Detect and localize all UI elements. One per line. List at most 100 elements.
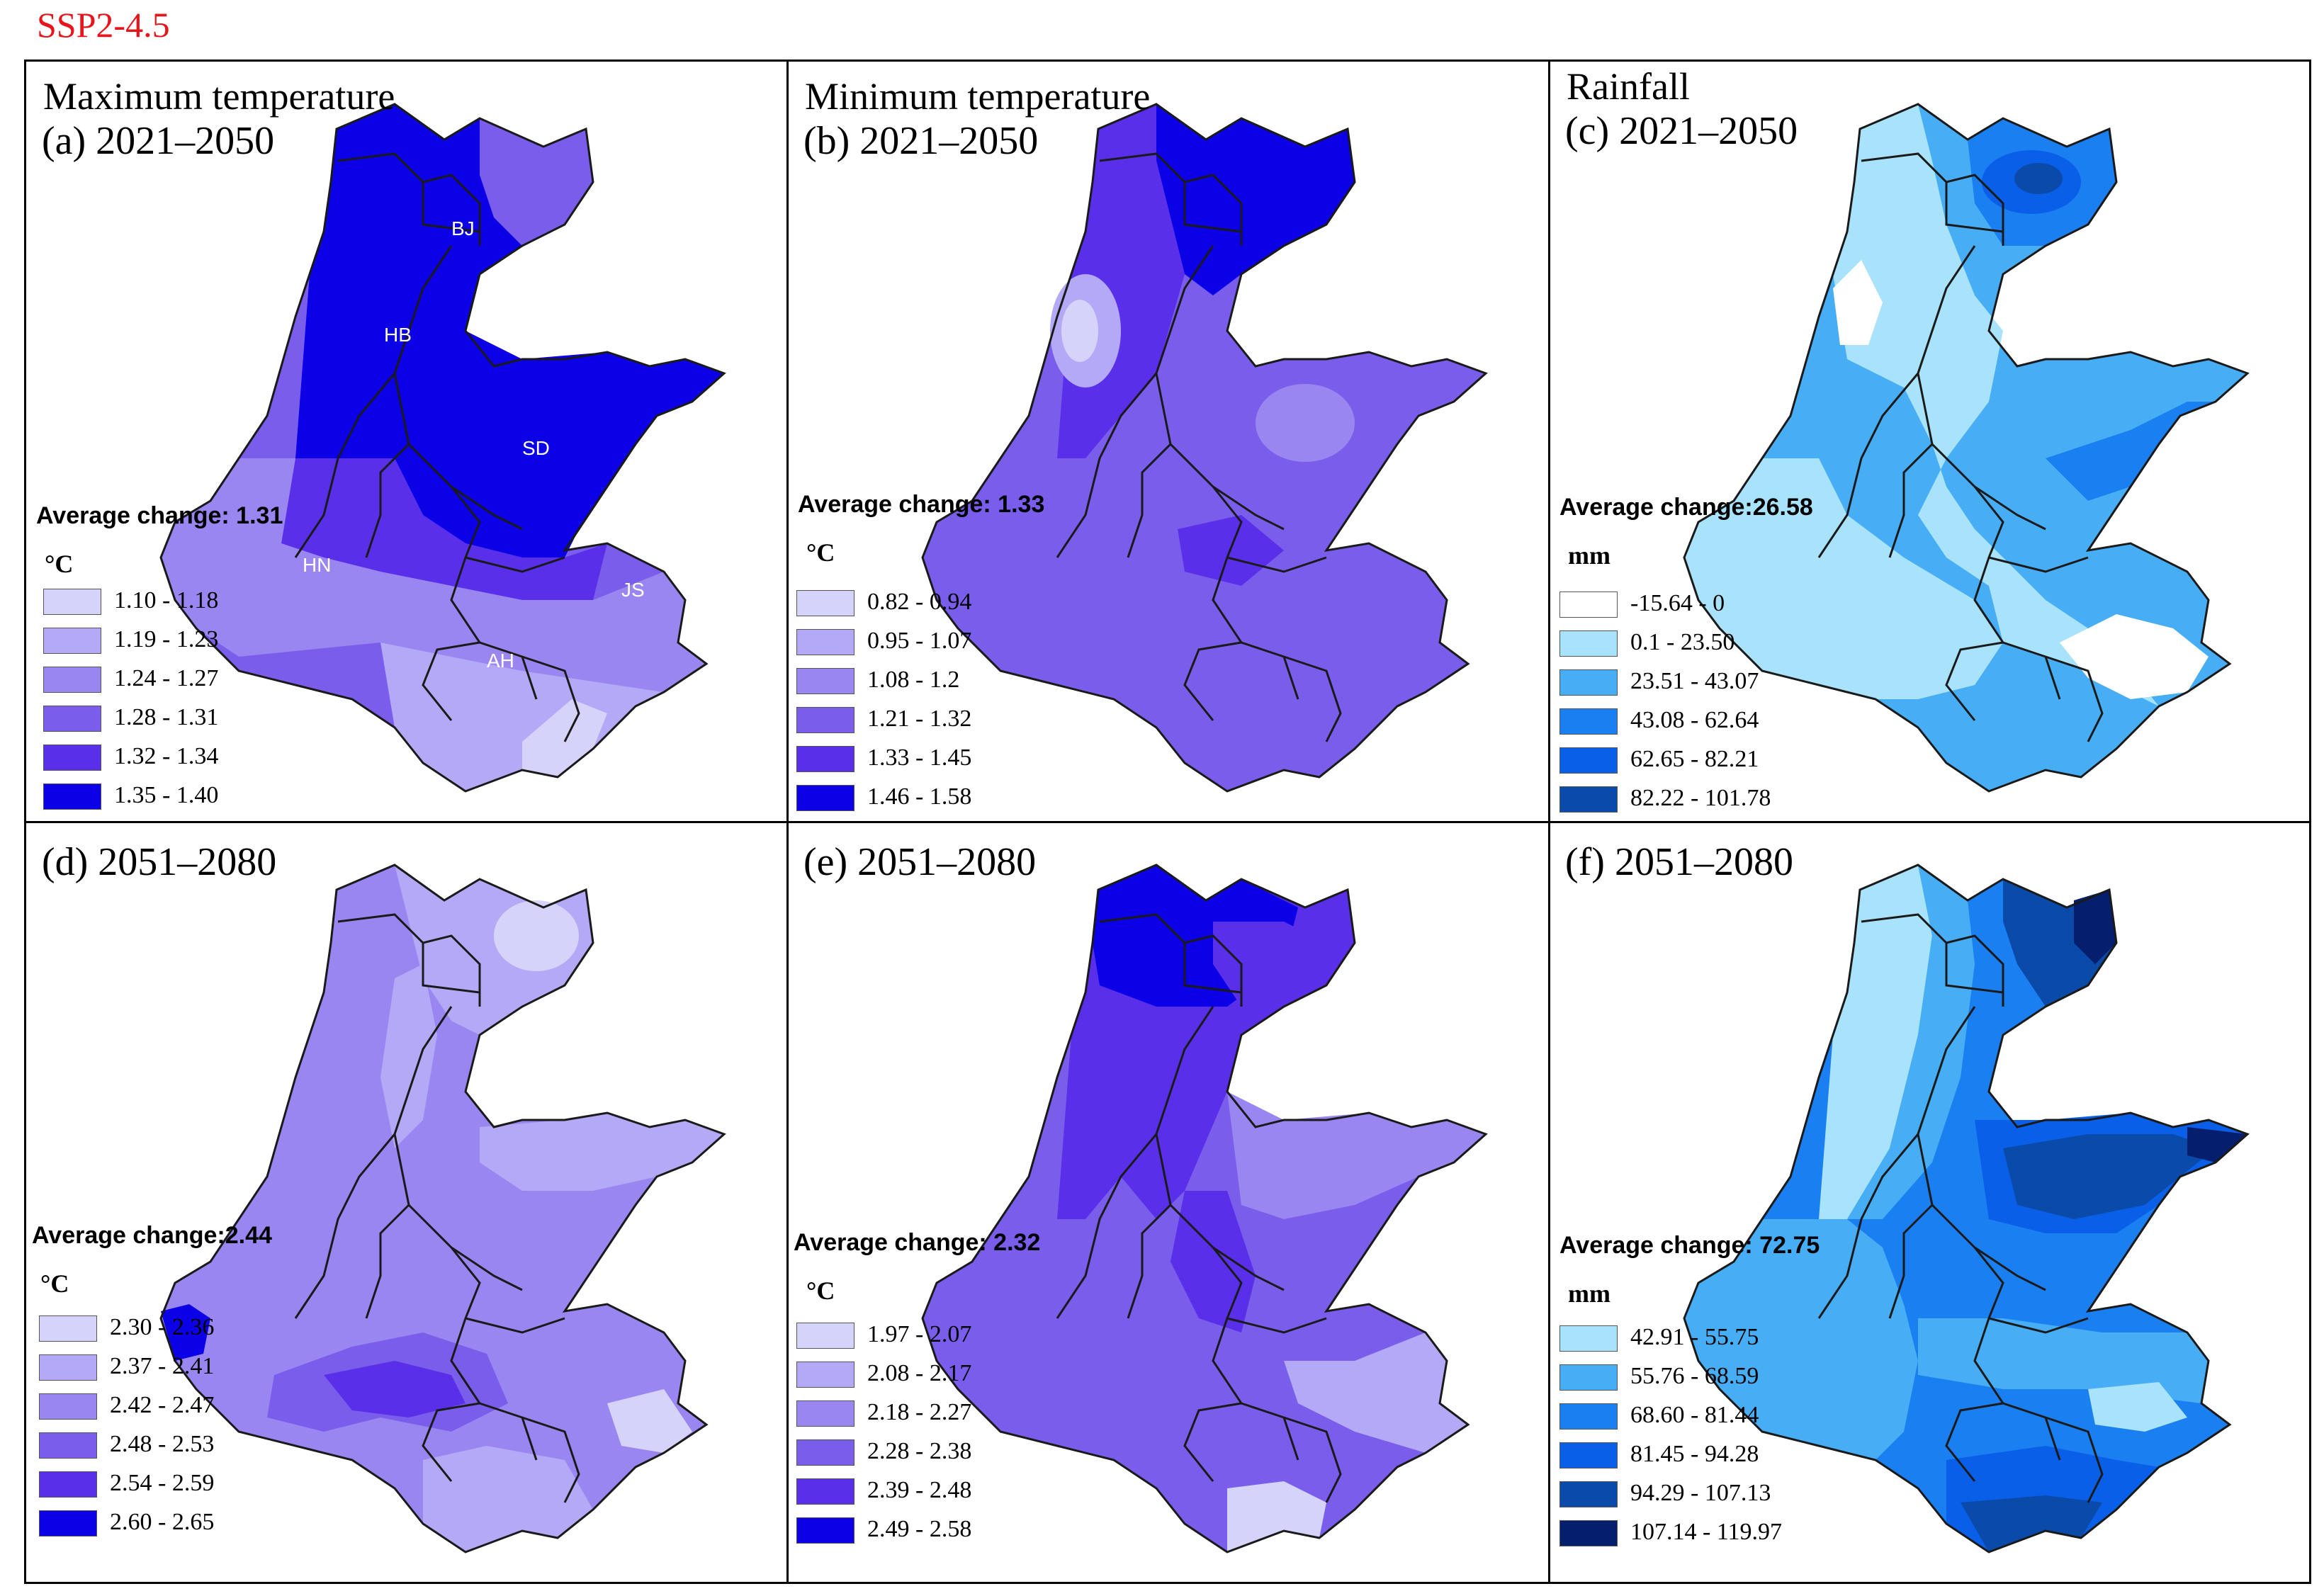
panel-e-unit: °C	[806, 1277, 835, 1305]
legend-swatch	[39, 1354, 97, 1381]
panel-e-period: (e) 2051–2080	[803, 840, 1037, 884]
legend-label: 2.30 - 2.36	[110, 1314, 215, 1340]
legend-swatch	[796, 746, 854, 772]
map-b	[921, 103, 1487, 793]
legend-label: 68.60 - 81.44	[1630, 1402, 1759, 1428]
panel-c-average: Average change:26.58	[1559, 494, 1813, 521]
legend-label: 2.49 - 2.58	[867, 1516, 972, 1542]
legend-swatch	[39, 1432, 97, 1459]
legend-swatch	[1559, 708, 1618, 735]
panel-c: Rainfall (c) 2021–2050 Average change:26…	[1550, 62, 2311, 822]
legend-label: 82.22 - 101.78	[1630, 785, 1771, 811]
legend-swatch	[43, 783, 101, 810]
legend-swatch	[1559, 592, 1618, 618]
legend-swatch	[796, 1478, 854, 1505]
panel-b-average: Average change: 1.33	[798, 491, 1045, 518]
legend-swatch	[796, 707, 854, 733]
map-a: BJ TJ HB SD HN JS AH	[159, 103, 726, 793]
legend-swatch	[796, 1323, 854, 1349]
legend-swatch	[43, 706, 101, 732]
legend-label: 1.19 - 1.23	[114, 626, 219, 652]
legend-label: -15.64 - 0	[1630, 590, 1725, 616]
legend-label: 2.28 - 2.38	[867, 1438, 972, 1464]
label-hn: HN	[303, 554, 331, 576]
legend-swatch	[43, 745, 101, 771]
legend-swatch	[796, 1517, 854, 1544]
legend-swatch	[43, 628, 101, 654]
panel-f-period: (f) 2051–2080	[1565, 840, 1793, 884]
legend-label: 2.48 - 2.53	[110, 1431, 215, 1457]
legend-swatch	[1559, 1403, 1618, 1430]
panel-a-unit: °C	[45, 550, 74, 578]
panel-d-period: (d) 2051–2080	[42, 840, 277, 884]
legend-swatch	[1559, 1481, 1618, 1507]
panel-b-variable: Minimum temperature	[805, 75, 1151, 118]
label-ah: AH	[487, 650, 514, 672]
legend-swatch	[1559, 747, 1618, 774]
map-d	[159, 864, 726, 1553]
legend-label: 1.21 - 1.32	[867, 706, 972, 732]
panel-c-unit: mm	[1568, 541, 1611, 570]
legend-label: 62.65 - 82.21	[1630, 746, 1759, 772]
legend-swatch	[1559, 1325, 1618, 1352]
legend-swatch	[796, 629, 854, 655]
legend-label: 1.35 - 1.40	[114, 782, 219, 808]
panel-d-average: Average change:2.44	[32, 1222, 272, 1249]
legend-label: 1.28 - 1.31	[114, 704, 219, 730]
legend-label: 81.45 - 94.28	[1630, 1441, 1759, 1467]
legend-swatch	[39, 1510, 97, 1536]
figure-grid: BJ TJ HB SD HN JS AH Maximum temperature…	[24, 60, 2311, 1584]
grid-divider-row	[26, 821, 2309, 823]
legend-label: 42.91 - 55.75	[1630, 1324, 1759, 1350]
legend-swatch	[796, 668, 854, 694]
legend-label: 0.82 - 0.94	[867, 589, 972, 615]
panel-d: (d) 2051–2080 Average change:2.44 °C 2.3…	[26, 822, 788, 1583]
legend-swatch	[1559, 1364, 1618, 1391]
panel-f: (f) 2051–2080 Average change: 72.75 mm 4…	[1550, 822, 2311, 1583]
scenario-label: SSP2-4.5	[37, 5, 170, 45]
legend-swatch	[1559, 1520, 1618, 1546]
label-hb: HB	[384, 324, 412, 346]
legend-label: 1.46 - 1.58	[867, 783, 972, 810]
label-sd: SD	[522, 437, 550, 459]
legend-swatch	[1559, 669, 1618, 696]
legend-swatch	[1559, 1442, 1618, 1468]
legend-label: 2.42 - 2.47	[110, 1392, 215, 1418]
legend-label: 23.51 - 43.07	[1630, 668, 1759, 694]
legend-swatch	[39, 1393, 97, 1420]
label-js: JS	[621, 579, 645, 601]
legend-label: 2.37 - 2.41	[110, 1353, 215, 1379]
panel-b: Minimum temperature (b) 2021–2050 Averag…	[788, 62, 1550, 822]
panel-b-unit: °C	[806, 538, 835, 567]
legend-label: 1.08 - 1.2	[867, 667, 960, 693]
panel-f-unit: mm	[1568, 1279, 1611, 1308]
legend-swatch	[1559, 630, 1618, 657]
panel-a-period: (a) 2021–2050	[42, 119, 275, 163]
legend-swatch	[796, 1439, 854, 1466]
legend-label: 0.95 - 1.07	[867, 628, 972, 654]
legend-label: 43.08 - 62.64	[1630, 707, 1759, 733]
legend-label: 2.60 - 2.65	[110, 1509, 215, 1535]
panel-a-average: Average change: 1.31	[36, 502, 283, 529]
legend-swatch	[796, 785, 854, 811]
legend-swatch	[796, 590, 854, 616]
panel-c-variable: Rainfall	[1567, 65, 1690, 108]
legend-label: 0.1 - 23.50	[1630, 629, 1735, 655]
legend-label: 2.18 - 2.27	[867, 1399, 972, 1425]
legend-swatch	[43, 589, 101, 615]
legend-label: 2.08 - 2.17	[867, 1360, 972, 1386]
legend-label: 1.24 - 1.27	[114, 665, 219, 691]
label-bj: BJ	[451, 217, 475, 239]
legend-swatch	[39, 1315, 97, 1342]
panel-e: (e) 2051–2080 Average change: 2.32 °C 1.…	[788, 822, 1550, 1583]
legend-label: 1.32 - 1.34	[114, 743, 219, 769]
legend-label: 1.97 - 2.07	[867, 1321, 972, 1347]
map-e	[921, 864, 1487, 1553]
legend-label: 1.33 - 1.45	[867, 745, 972, 771]
panel-f-average: Average change: 72.75	[1559, 1232, 1820, 1259]
legend-swatch	[39, 1471, 97, 1498]
legend-label: 2.54 - 2.59	[110, 1470, 215, 1496]
legend-swatch	[43, 667, 101, 693]
panel-d-unit: °C	[40, 1269, 69, 1298]
panel-a-variable: Maximum temperature	[43, 75, 395, 118]
